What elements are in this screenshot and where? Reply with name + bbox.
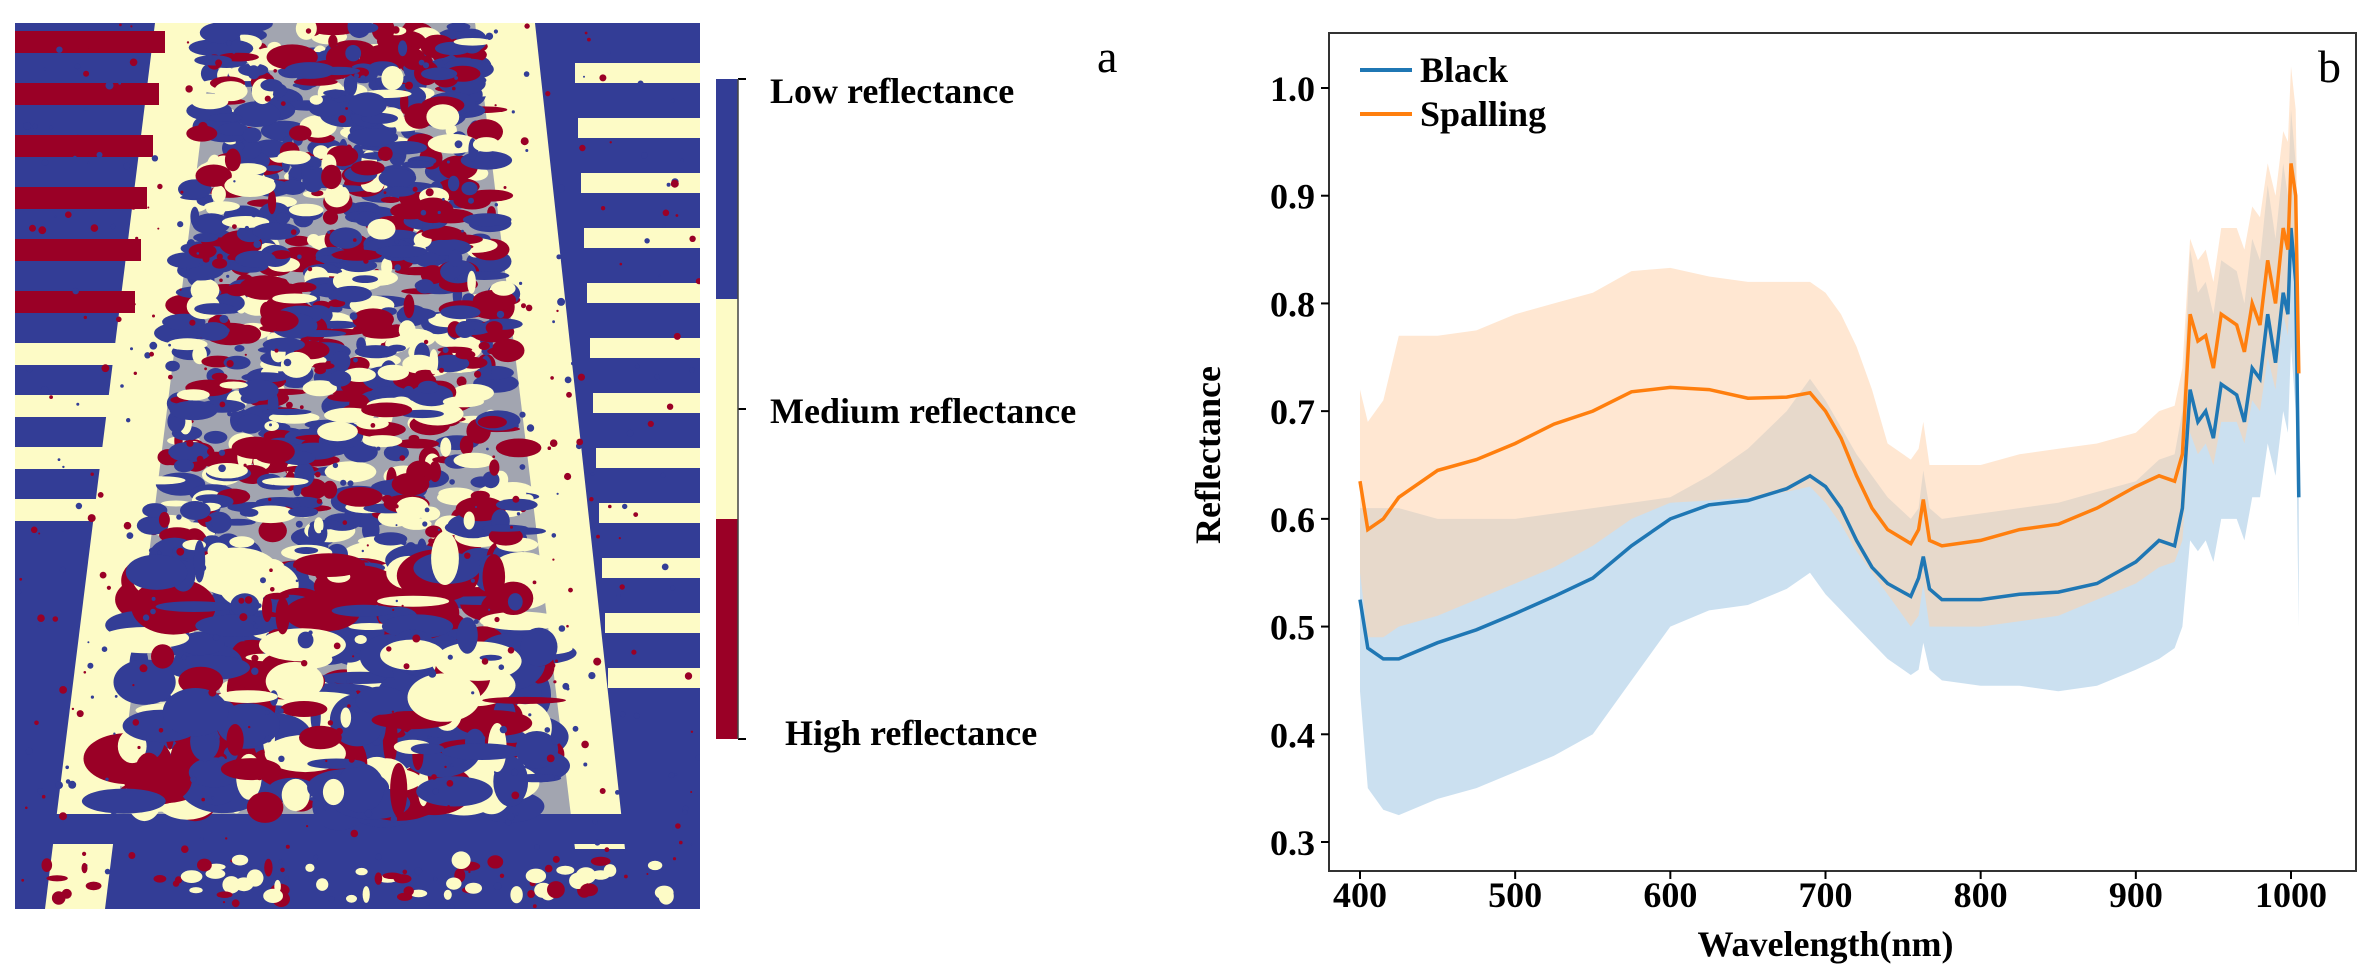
y-tick-label: 1.0 <box>1270 69 1315 109</box>
reflectance-classification-map <box>15 23 700 909</box>
y-tick-label: 0.7 <box>1270 392 1315 432</box>
x-tick-label: 600 <box>1643 875 1697 915</box>
y-tick-label: 0.3 <box>1270 823 1315 863</box>
colorbar-low-segment <box>716 79 738 299</box>
x-tick-label: 700 <box>1799 875 1853 915</box>
colorbar <box>716 78 746 740</box>
series-line-black <box>1358 227 2301 661</box>
panel-letter-b: b <box>2318 41 2341 92</box>
colorbar-medium-segment <box>716 299 738 519</box>
colorbar-label-high: High reflectance <box>785 713 1038 753</box>
y-tick-label: 0.9 <box>1270 177 1315 217</box>
x-tick-label: 400 <box>1333 875 1387 915</box>
x-tick-label: 800 <box>1954 875 2008 915</box>
legend-label-spalling: Spalling <box>1420 94 1546 134</box>
plot-frame <box>1328 32 2357 872</box>
y-axis-label: Reflectance <box>1188 366 1228 544</box>
colorbar-label-medium: Medium reflectance <box>770 391 1077 431</box>
colorbar-high-segment <box>716 519 738 739</box>
y-tick-label: 0.8 <box>1270 284 1315 324</box>
y-tick-label: 0.4 <box>1270 715 1315 755</box>
series-line-spalling <box>1358 163 2301 548</box>
x-tick-label: 1000 <box>2255 875 2327 915</box>
x-axis-label: Wavelength(nm) <box>1698 924 1954 964</box>
legend-label-black: Black <box>1420 50 1508 90</box>
x-tick-label: 900 <box>2109 875 2163 915</box>
colorbar-label-low: Low reflectance <box>770 71 1015 111</box>
y-tick-label: 0.6 <box>1270 500 1315 540</box>
panel-letter-a: a <box>1097 31 1118 82</box>
x-tick-label: 500 <box>1488 875 1542 915</box>
y-tick-label: 0.5 <box>1270 608 1315 648</box>
std-band-spalling <box>1360 66 2299 638</box>
